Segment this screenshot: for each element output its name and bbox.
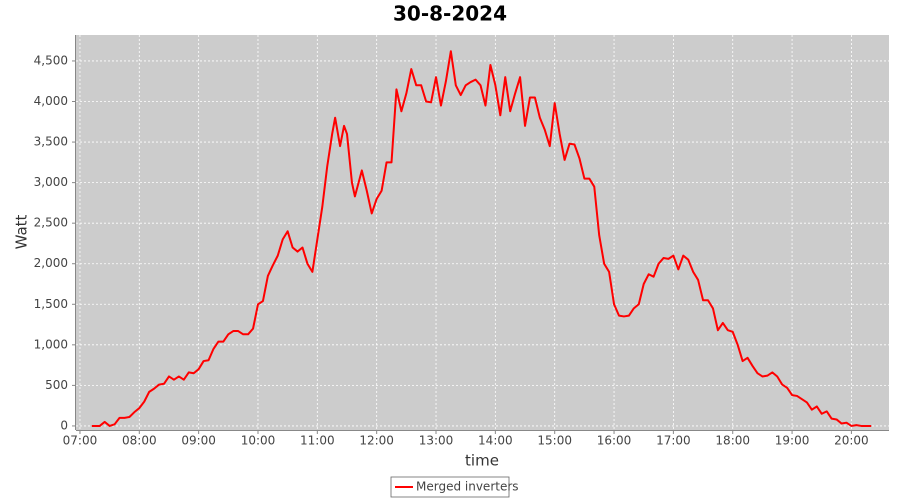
y-tick-label: 2,000 <box>34 256 68 270</box>
x-tick-label: 14:00 <box>478 434 513 448</box>
y-tick-label: 4,000 <box>34 94 68 108</box>
plot-background <box>76 35 889 430</box>
x-tick-label: 11:00 <box>300 434 335 448</box>
x-tick-label: 16:00 <box>597 434 632 448</box>
y-tick-label: 1,000 <box>34 337 68 351</box>
x-tick-label: 15:00 <box>537 434 572 448</box>
y-tick-label: 4,500 <box>34 53 68 67</box>
y-tick-label: 2,500 <box>34 216 68 230</box>
x-tick-label: 18:00 <box>715 434 750 448</box>
x-tick-label: 07:00 <box>63 434 98 448</box>
x-tick-label: 17:00 <box>656 434 691 448</box>
legend-box <box>390 476 510 498</box>
x-tick-label: 13:00 <box>419 434 454 448</box>
x-tick-label: 19:00 <box>775 434 810 448</box>
legend-label: Merged inverters <box>416 480 519 494</box>
x-tick-label: 08:00 <box>122 434 157 448</box>
y-axis-label: Watt <box>13 214 31 249</box>
x-tick-label: 10:00 <box>241 434 276 448</box>
chart-title: 30-8-2024 <box>393 2 507 26</box>
x-tick-label: 20:00 <box>834 434 869 448</box>
y-tick-label: 3,500 <box>34 135 68 149</box>
x-tick-label: 09:00 <box>181 434 216 448</box>
y-tick-label: 3,000 <box>34 175 68 189</box>
x-tick-label: 12:00 <box>359 434 394 448</box>
y-tick-label: 1,500 <box>34 297 68 311</box>
data-line <box>91 50 872 427</box>
y-tick-label: 0 <box>60 418 68 432</box>
y-tick-label: 500 <box>45 378 68 392</box>
x-axis-label: time <box>465 452 499 470</box>
